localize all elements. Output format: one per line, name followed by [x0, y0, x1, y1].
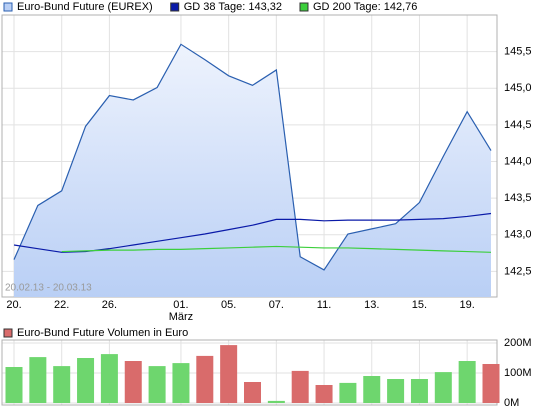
- volume-bar: [77, 358, 95, 403]
- volume-bar: [244, 382, 261, 403]
- volume-bar: [267, 400, 285, 403]
- y-tick-label: 145,5: [504, 46, 532, 58]
- volume-bar: [339, 382, 357, 403]
- x-tick-label: 26.: [102, 299, 117, 311]
- x-tick-label: 19.: [460, 299, 475, 311]
- series-line: [13, 43, 492, 271]
- x-tick-label: 11.: [317, 299, 331, 311]
- volume-bar: [29, 357, 47, 403]
- volume-bar: [220, 345, 238, 403]
- volume-bar: [53, 366, 71, 403]
- volume-bar: [434, 372, 452, 403]
- volume-bar: [291, 370, 309, 403]
- volume-bar: [482, 364, 500, 403]
- y-tick-label: 200M: [504, 337, 532, 349]
- y-tick-label: 143,0: [504, 229, 532, 241]
- volume-bar: [172, 363, 190, 403]
- y-tick-label: 0M: [504, 397, 519, 409]
- y-tick-label: 100M: [504, 367, 532, 379]
- legend-swatch: [299, 2, 309, 12]
- volume-bar: [196, 355, 214, 403]
- legend-swatch: [3, 328, 13, 338]
- y-tick-label: 144,0: [504, 155, 532, 167]
- volume-bar: [124, 361, 142, 403]
- x-tick-label: 20.: [6, 299, 21, 311]
- legend-label: GD 200 Tage: 142,76: [313, 1, 417, 13]
- y-tick-label: 143,5: [504, 192, 532, 204]
- volume-bar: [315, 385, 333, 403]
- legend-swatch: [3, 2, 13, 12]
- volume-bar: [387, 379, 405, 403]
- date-range: 20.02.13 - 20.03.13: [5, 283, 92, 294]
- volume-bar: [100, 354, 118, 403]
- x-tick-label: 22.: [54, 299, 69, 311]
- x-tick-label: 13.: [364, 299, 379, 311]
- legend-swatch: [170, 2, 180, 12]
- volume-bar: [5, 367, 23, 403]
- volume-bar: [410, 379, 428, 403]
- volume-bar: [363, 376, 381, 403]
- price-area: [14, 44, 491, 297]
- x-tick-label: 05.: [221, 299, 236, 311]
- x-sublabel: März: [169, 311, 193, 323]
- series-line: [61, 245, 492, 253]
- y-tick-label: 142,5: [504, 265, 532, 277]
- legend-label: GD 38 Tage: 143,32: [184, 1, 282, 13]
- x-tick-label: 15.: [412, 299, 427, 311]
- y-tick-label: 145,0: [504, 82, 532, 94]
- volume-bar: [458, 361, 476, 403]
- x-tick-label: 07.: [269, 299, 284, 311]
- y-tick-label: 144,5: [504, 119, 532, 131]
- legend-label: Euro-Bund Future Volumen in Euro: [17, 327, 188, 339]
- x-tick-label: 01.: [173, 299, 188, 311]
- legend-label: Euro-Bund Future (EUREX): [17, 1, 153, 13]
- volume-bar: [148, 366, 166, 403]
